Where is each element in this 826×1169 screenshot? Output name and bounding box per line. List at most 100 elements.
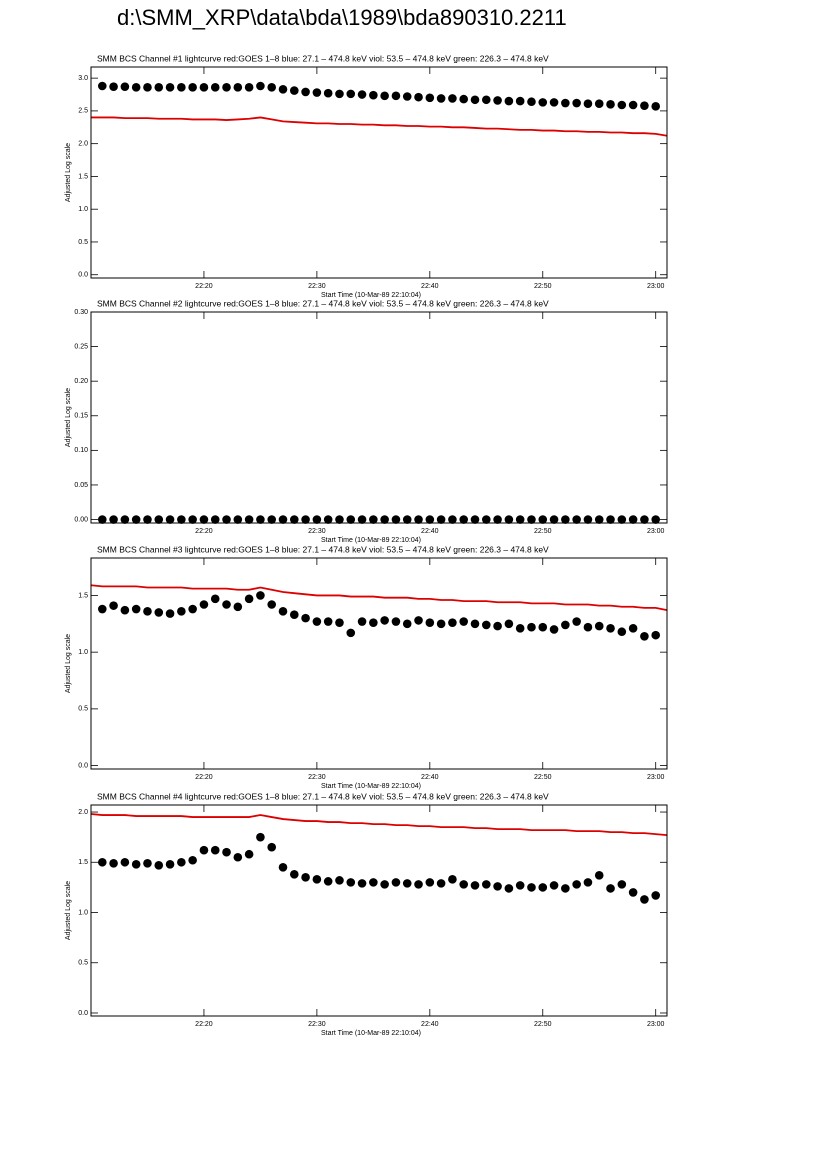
data-point — [369, 515, 378, 524]
data-point — [651, 891, 661, 900]
data-point — [515, 515, 525, 524]
data-point — [177, 857, 186, 867]
x-axis-label: Start Time (10-Mar-89 22:10:04) — [321, 783, 421, 790]
data-point — [594, 621, 604, 631]
data-point — [335, 618, 344, 627]
data-point — [244, 83, 254, 92]
data-point — [606, 515, 615, 524]
data-point — [165, 609, 175, 618]
data-point — [143, 858, 152, 868]
data-point — [97, 515, 107, 524]
data-point — [188, 855, 197, 865]
panel: SMM BCS Channel #2 lightcurve red:GOES 1… — [65, 298, 668, 544]
y-axis-label: Adjusted Log scale — [65, 634, 72, 693]
data-point — [561, 515, 570, 524]
data-point — [380, 880, 389, 889]
data-point — [572, 98, 581, 108]
data-point — [572, 880, 581, 889]
data-point — [165, 83, 175, 92]
data-point — [538, 98, 548, 107]
data-point — [640, 515, 649, 524]
data-point — [459, 94, 469, 104]
data-point — [120, 857, 130, 867]
data-point — [97, 81, 107, 91]
data-point — [448, 94, 457, 103]
data-point — [154, 608, 164, 617]
data-point — [538, 622, 548, 632]
data-point — [436, 94, 446, 103]
data-point — [199, 845, 209, 855]
data-point — [154, 83, 164, 92]
data-point — [481, 620, 491, 630]
data-point — [301, 87, 310, 97]
data-point — [470, 881, 480, 890]
data-point — [199, 600, 209, 609]
data-point — [177, 515, 186, 524]
data-point — [278, 607, 288, 616]
data-point — [222, 847, 231, 857]
data-point — [244, 594, 254, 604]
data-point — [628, 624, 638, 633]
data-point — [335, 515, 344, 524]
y-tick-label: 0.5 — [78, 239, 88, 246]
data-point — [402, 619, 412, 629]
data-point — [210, 83, 220, 92]
data-point — [312, 875, 322, 884]
data-point — [470, 515, 480, 524]
data-point — [312, 515, 322, 524]
data-point — [527, 883, 536, 892]
data-point — [549, 625, 559, 634]
data-point — [380, 515, 389, 524]
data-point — [289, 870, 299, 879]
data-point — [549, 515, 559, 524]
data-point — [188, 604, 197, 614]
data-point — [289, 610, 299, 620]
data-point — [583, 515, 593, 524]
data-point — [617, 100, 627, 110]
data-point — [369, 878, 378, 887]
data-point — [233, 83, 243, 92]
y-tick-label: 0.05 — [74, 482, 88, 489]
data-point — [109, 601, 118, 610]
data-point — [109, 82, 118, 91]
data-point — [301, 613, 310, 623]
data-point — [346, 878, 356, 887]
data-point — [470, 95, 480, 105]
y-tick-label: 0.30 — [74, 309, 88, 316]
x-tick-label: 22:50 — [534, 283, 552, 290]
y-tick-label: 0.20 — [74, 378, 88, 385]
y-tick-label: 0.25 — [74, 343, 88, 350]
data-point — [312, 88, 322, 97]
data-point — [391, 878, 401, 887]
data-point — [323, 515, 333, 524]
data-point — [278, 515, 288, 524]
panel-title: SMM BCS Channel #2 lightcurve red:GOES 1… — [97, 298, 549, 308]
data-point — [165, 859, 175, 869]
x-tick-label: 22:40 — [421, 774, 439, 781]
data-point — [278, 862, 288, 872]
data-point — [97, 604, 107, 614]
data-point — [481, 515, 491, 524]
data-point — [301, 515, 310, 524]
data-point — [448, 515, 457, 524]
data-point — [312, 617, 322, 626]
data-point — [278, 84, 288, 94]
data-point — [617, 515, 627, 524]
data-point — [583, 878, 593, 887]
data-point — [165, 515, 175, 524]
data-point — [391, 91, 401, 101]
data-point — [154, 515, 164, 524]
data-point — [357, 515, 367, 524]
data-point — [131, 859, 141, 869]
data-point — [561, 884, 570, 893]
data-point — [594, 871, 604, 880]
data-point — [493, 882, 502, 891]
y-tick-label: 0.5 — [78, 960, 88, 967]
data-point — [606, 884, 615, 893]
data-point — [504, 619, 514, 629]
x-tick-label: 22:50 — [534, 528, 552, 535]
y-tick-label: 1.5 — [78, 173, 88, 180]
data-point — [369, 618, 378, 627]
data-point — [199, 83, 209, 92]
page-title: d:\SMM_XRP\data\bda\1989\bda890310.2211 — [117, 5, 567, 30]
